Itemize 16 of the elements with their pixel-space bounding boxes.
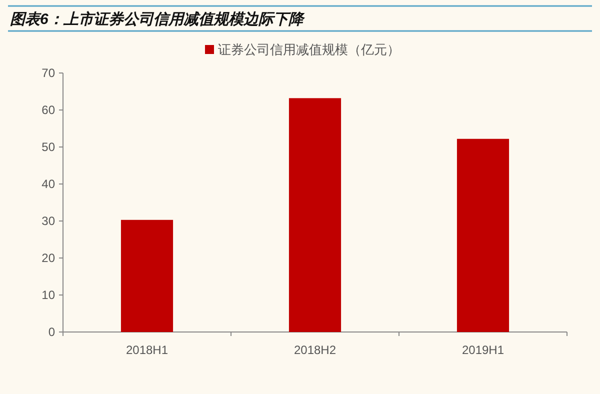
- x-tick-label: 2019H1: [462, 343, 504, 357]
- y-tick-label: 20: [42, 251, 56, 265]
- bar: [120, 220, 174, 332]
- y-tick-label: 60: [42, 103, 56, 117]
- chart-title: 图表6：上市证券公司信用减值规模边际下降: [10, 10, 306, 28]
- y-tick-label: 30: [42, 214, 56, 228]
- bar: [288, 98, 342, 332]
- y-tick-label: 40: [42, 177, 56, 191]
- y-tick-label: 10: [42, 288, 56, 302]
- y-tick-label: 50: [42, 140, 56, 154]
- y-tick-label: 70: [42, 66, 56, 80]
- legend-label: 证券公司信用减值规模（亿元）: [218, 42, 400, 57]
- bar: [456, 138, 510, 332]
- y-tick-label: 0: [48, 325, 56, 339]
- x-tick-label: 2018H2: [294, 343, 336, 357]
- x-tick-label: 2018H1: [126, 343, 168, 357]
